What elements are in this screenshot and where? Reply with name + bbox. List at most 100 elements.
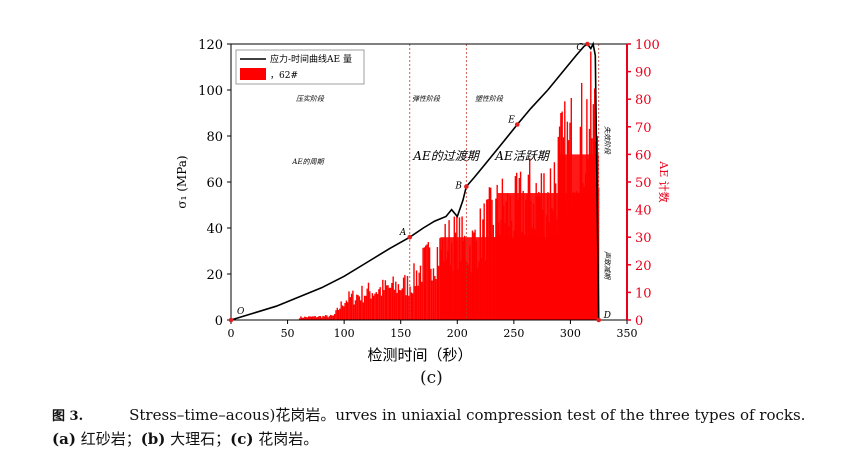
y-left-axis-label: σ₁ (MPa) [175, 155, 189, 208]
caption-line-1: 图 3. Stress–time–acous)花岗岩。urves in uniax… [52, 404, 805, 425]
caption-c-label: (c) [230, 430, 254, 448]
caption-a-text: 红砂岩； [75, 430, 141, 448]
ae-bar [322, 315, 324, 320]
y-left-tick-label: 120 [198, 38, 223, 53]
point-marker [585, 41, 590, 47]
ae-bar [384, 280, 387, 320]
ae-bar [417, 285, 419, 320]
ae-bar [356, 294, 358, 320]
point-marker [596, 317, 602, 323]
x-tick-label: 150 [390, 327, 411, 340]
ae-bar [380, 295, 383, 320]
ae-bar [439, 238, 441, 320]
ae-bar [421, 281, 423, 320]
point-label: O [237, 307, 245, 317]
ae-bar [379, 287, 381, 320]
ae-bar [388, 287, 390, 320]
y-right-tick-label: 50 [635, 176, 652, 191]
ae-bar [431, 280, 433, 320]
ae-bar [345, 300, 348, 320]
ae-bar [422, 247, 424, 320]
ae-bar [314, 315, 316, 320]
ae-bar [392, 276, 394, 320]
legend-line-label: 应力-时间曲线AE 量 [270, 53, 352, 65]
x-tick-label: 300 [560, 327, 581, 340]
ae-bar [365, 295, 367, 320]
y-left-tick-label: 80 [206, 130, 223, 145]
ae-bar [402, 277, 405, 320]
ae-bar [408, 295, 410, 320]
ae-bar [391, 282, 393, 320]
ae-bar [409, 286, 411, 320]
ae-bar [310, 316, 312, 320]
y-right-tick-label: 20 [635, 259, 652, 274]
ae-bar [300, 316, 302, 320]
phase-label: 塑性阶段 [475, 95, 504, 103]
ae-bar [301, 317, 303, 320]
y-right-tick-label: 30 [635, 231, 652, 246]
ae-bar [361, 285, 363, 320]
ae-bar [346, 302, 349, 320]
ae-bar [313, 316, 315, 320]
ae-bar [302, 317, 305, 320]
y-right-tick-label: 100 [635, 38, 660, 53]
ae-bar [337, 309, 340, 320]
x-tick-label: 250 [503, 327, 524, 340]
ae-bar [323, 316, 325, 320]
ae-bar [387, 285, 389, 320]
x-tick-label: 200 [447, 327, 468, 340]
ae-bar [332, 315, 335, 320]
ae-bar [427, 242, 429, 320]
ae-bar [372, 295, 375, 320]
ae-bar [343, 306, 345, 320]
stress-line [230, 41, 600, 321]
phase-label: 声致减期 [603, 251, 611, 280]
ae-bar [304, 316, 306, 320]
ae-bar [317, 316, 319, 320]
ae-bar [428, 247, 431, 320]
x-tick-label: 100 [334, 327, 355, 340]
ae-bar [367, 282, 370, 320]
ae-bar [298, 318, 301, 320]
y-right-tick-label: 90 [635, 66, 652, 81]
ae-bar [413, 263, 415, 320]
ae-bar [426, 244, 428, 320]
ae-bar [434, 275, 436, 320]
ae-bar [410, 292, 413, 320]
ticks: 0 50 100 150 200 250 300 3500204060801001200102… [175, 38, 670, 364]
phase-label: AE的过渡期 [412, 149, 480, 163]
x-tick-label: 350 [617, 327, 638, 340]
ae-bar [423, 247, 426, 320]
ae-bar [353, 304, 355, 320]
ae-bar [411, 293, 414, 320]
point-label: D [603, 311, 611, 321]
ae-bar [315, 317, 318, 320]
point-marker [407, 234, 413, 240]
legend: 应力-时间曲线AE 量 ，62# [235, 49, 365, 85]
ae-bar [331, 315, 333, 320]
ae-bar [350, 293, 353, 320]
y-left-tick-label: 100 [198, 84, 223, 99]
ae-bar [424, 245, 427, 320]
ae-bar [336, 307, 338, 320]
phase-label: AE的周期 [291, 158, 324, 166]
ae-bar [432, 268, 435, 320]
ae-bar [327, 317, 329, 320]
ae-bar [415, 270, 418, 320]
ae-bar [396, 292, 398, 320]
ae-bar [375, 292, 377, 320]
point-marker [514, 122, 520, 127]
ae-bar [324, 315, 327, 320]
ae-bar [340, 301, 342, 320]
x-axis-label: 检测时间（秒） [367, 346, 472, 364]
ae-bar [318, 316, 320, 320]
ae-bar [330, 314, 332, 320]
ae-bar [370, 298, 372, 320]
ae-bar [333, 314, 336, 320]
ae-bar [406, 275, 409, 320]
phase-label: 弹性阶段 [412, 95, 441, 103]
caption-line-2: (a) 红砂岩；(b) 大理石；(c) 花岗岩。 [52, 428, 318, 449]
ae-bar [354, 300, 357, 320]
point-label: E [507, 116, 515, 126]
